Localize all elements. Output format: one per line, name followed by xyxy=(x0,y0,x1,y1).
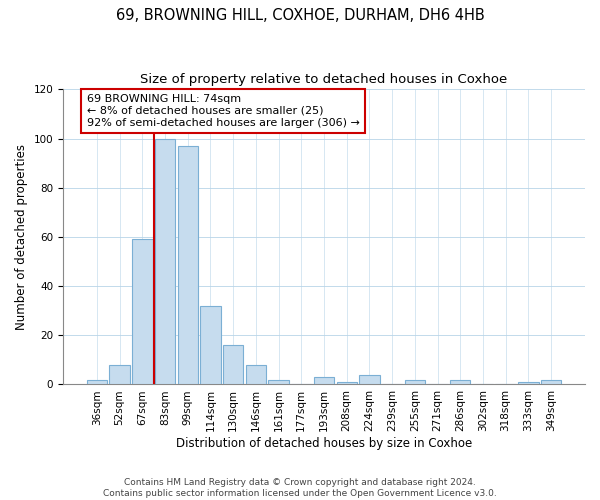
Bar xyxy=(268,380,289,384)
Bar xyxy=(450,380,470,384)
Text: Contains HM Land Registry data © Crown copyright and database right 2024.
Contai: Contains HM Land Registry data © Crown c… xyxy=(103,478,497,498)
Bar xyxy=(541,380,561,384)
Bar xyxy=(337,382,357,384)
Bar xyxy=(518,382,539,384)
X-axis label: Distribution of detached houses by size in Coxhoe: Distribution of detached houses by size … xyxy=(176,437,472,450)
Bar xyxy=(245,365,266,384)
Text: 69, BROWNING HILL, COXHOE, DURHAM, DH6 4HB: 69, BROWNING HILL, COXHOE, DURHAM, DH6 4… xyxy=(116,8,484,22)
Bar xyxy=(223,345,244,385)
Bar xyxy=(200,306,221,384)
Y-axis label: Number of detached properties: Number of detached properties xyxy=(15,144,28,330)
Bar xyxy=(314,377,334,384)
Bar xyxy=(155,138,175,384)
Text: 69 BROWNING HILL: 74sqm
← 8% of detached houses are smaller (25)
92% of semi-det: 69 BROWNING HILL: 74sqm ← 8% of detached… xyxy=(87,94,359,128)
Bar xyxy=(109,365,130,384)
Bar xyxy=(359,374,380,384)
Bar xyxy=(87,380,107,384)
Bar xyxy=(178,146,198,384)
Title: Size of property relative to detached houses in Coxhoe: Size of property relative to detached ho… xyxy=(140,72,508,86)
Bar xyxy=(404,380,425,384)
Bar xyxy=(132,240,152,384)
